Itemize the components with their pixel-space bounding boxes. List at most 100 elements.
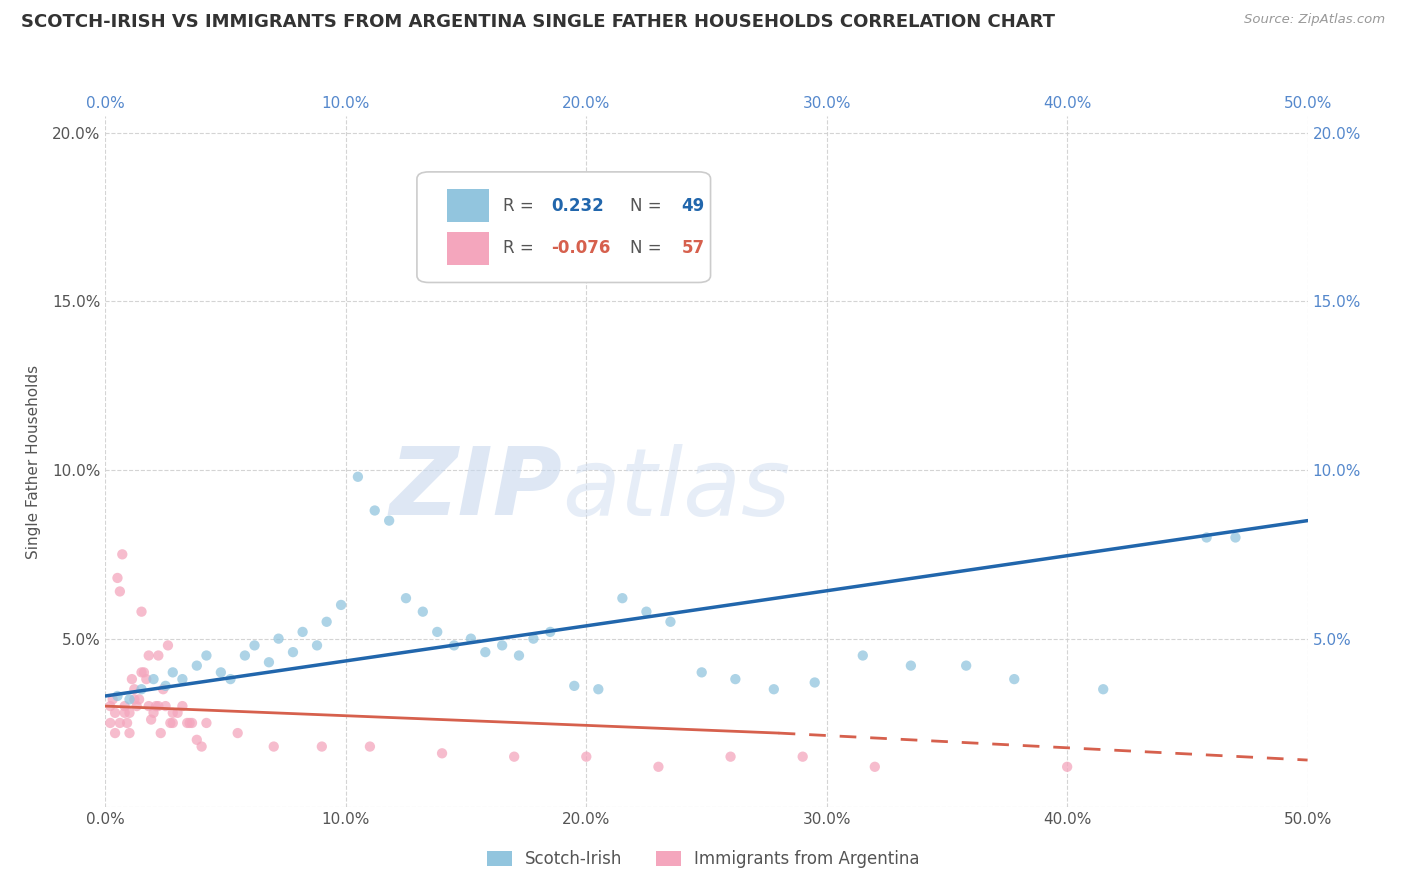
Point (588, 682, 610, 697)
Text: N =: N = (630, 239, 666, 258)
Point (114, 699, 136, 714)
Point (330, 598, 353, 612)
Point (659, 615, 682, 629)
Point (724, 672, 747, 686)
Point (149, 726, 172, 740)
Point (107, 571, 129, 585)
Point (720, 749, 742, 764)
Point (138, 699, 160, 714)
Point (104, 726, 127, 740)
Point (491, 639, 513, 653)
Point (162, 665, 184, 680)
Point (131, 682, 153, 697)
Point (166, 706, 188, 720)
Point (172, 672, 194, 686)
Point (156, 639, 179, 653)
Point (108, 715, 131, 730)
Point (1056, 760, 1078, 774)
Point (852, 648, 875, 663)
Point (955, 658, 977, 673)
Y-axis label: Single Father Households: Single Father Households (27, 365, 41, 558)
Point (426, 624, 449, 639)
Point (179, 715, 201, 730)
Point (124, 682, 146, 697)
Point (219, 672, 242, 686)
Point (176, 715, 198, 730)
Point (162, 706, 184, 720)
Point (186, 732, 208, 747)
Point (139, 713, 162, 727)
Point (900, 658, 922, 673)
Text: ZIP: ZIP (389, 443, 562, 535)
Point (138, 648, 160, 663)
Point (121, 672, 143, 686)
Point (155, 699, 177, 714)
Point (1002, 672, 1025, 686)
Point (114, 706, 136, 720)
Point (762, 682, 785, 697)
Point (131, 605, 153, 619)
Text: 0.232: 0.232 (551, 197, 605, 215)
Point (612, 591, 634, 606)
Point (1092, 682, 1115, 697)
Point (562, 679, 585, 693)
Point (690, 665, 713, 680)
Point (181, 715, 204, 730)
Point (647, 760, 669, 774)
Point (108, 584, 131, 599)
Point (430, 747, 453, 761)
Point (503, 749, 526, 764)
Point (98, 699, 121, 714)
Point (538, 624, 561, 639)
Point (186, 658, 208, 673)
Point (195, 648, 218, 663)
Point (115, 715, 138, 730)
Legend: Scotch-Irish, Immigrants from Argentina: Scotch-Irish, Immigrants from Argentina (479, 844, 927, 875)
Point (1195, 531, 1218, 545)
Point (243, 639, 266, 653)
Point (460, 632, 482, 646)
Point (378, 514, 401, 528)
Text: atlas: atlas (562, 443, 790, 535)
Point (152, 682, 174, 697)
Point (508, 648, 530, 663)
Point (155, 679, 177, 693)
Point (118, 692, 141, 706)
Point (104, 706, 127, 720)
Point (792, 749, 814, 764)
Text: R =: R = (503, 197, 540, 215)
Point (111, 547, 134, 561)
Text: SCOTCH-IRISH VS IMMIGRANTS FROM ARGENTINA SINGLE FATHER HOUSEHOLDS CORRELATION C: SCOTCH-IRISH VS IMMIGRANTS FROM ARGENTIN… (21, 13, 1054, 31)
Point (190, 739, 212, 754)
Point (291, 624, 314, 639)
Point (98, 715, 121, 730)
Text: Source: ZipAtlas.com: Source: ZipAtlas.com (1244, 13, 1385, 27)
Point (522, 632, 544, 646)
Text: N =: N = (630, 197, 666, 215)
Point (263, 739, 285, 754)
Point (315, 615, 337, 629)
Point (395, 591, 418, 606)
Point (233, 648, 256, 663)
Point (128, 692, 150, 706)
Point (364, 503, 387, 517)
Point (803, 675, 825, 690)
Point (412, 605, 434, 619)
Point (195, 715, 218, 730)
Point (311, 739, 333, 754)
Point (305, 639, 328, 653)
Point (125, 699, 148, 714)
Point (636, 605, 658, 619)
Point (209, 665, 232, 680)
Point (118, 706, 141, 720)
Point (443, 639, 465, 653)
Point (142, 672, 165, 686)
Point (257, 655, 280, 669)
FancyBboxPatch shape (447, 189, 489, 222)
Point (131, 665, 153, 680)
Point (145, 699, 167, 714)
Point (172, 699, 194, 714)
Point (347, 470, 370, 484)
Point (118, 726, 141, 740)
Point (575, 749, 598, 764)
